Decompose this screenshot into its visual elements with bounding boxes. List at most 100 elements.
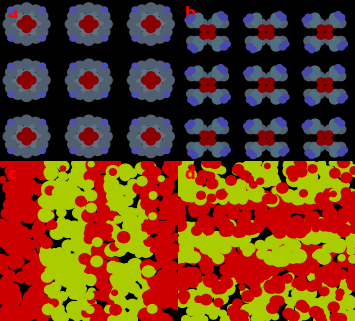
Circle shape bbox=[288, 161, 297, 169]
Circle shape bbox=[226, 275, 233, 281]
Circle shape bbox=[27, 76, 36, 84]
Circle shape bbox=[273, 247, 281, 255]
Circle shape bbox=[300, 304, 309, 312]
Circle shape bbox=[150, 291, 164, 304]
Circle shape bbox=[288, 178, 296, 185]
Circle shape bbox=[89, 20, 98, 28]
Circle shape bbox=[74, 89, 86, 99]
Circle shape bbox=[339, 195, 353, 207]
Circle shape bbox=[20, 238, 33, 249]
Circle shape bbox=[94, 164, 105, 174]
Circle shape bbox=[150, 284, 161, 294]
Circle shape bbox=[53, 309, 62, 317]
Circle shape bbox=[197, 36, 207, 46]
Circle shape bbox=[29, 298, 38, 306]
Circle shape bbox=[252, 301, 263, 311]
Circle shape bbox=[13, 275, 20, 282]
Circle shape bbox=[23, 134, 30, 139]
Circle shape bbox=[317, 298, 327, 307]
Circle shape bbox=[29, 166, 40, 175]
Circle shape bbox=[34, 297, 42, 303]
Circle shape bbox=[41, 238, 52, 248]
Circle shape bbox=[63, 251, 71, 257]
Circle shape bbox=[348, 244, 354, 250]
Circle shape bbox=[338, 97, 345, 103]
Circle shape bbox=[115, 284, 129, 297]
Circle shape bbox=[56, 162, 63, 168]
Circle shape bbox=[209, 162, 222, 174]
Circle shape bbox=[133, 183, 145, 194]
Circle shape bbox=[190, 248, 202, 259]
Circle shape bbox=[128, 283, 139, 293]
Circle shape bbox=[271, 71, 281, 80]
Circle shape bbox=[197, 19, 207, 28]
Circle shape bbox=[6, 11, 17, 21]
Circle shape bbox=[38, 209, 51, 221]
Circle shape bbox=[325, 25, 333, 32]
Circle shape bbox=[207, 194, 215, 202]
Circle shape bbox=[65, 19, 77, 29]
Circle shape bbox=[248, 185, 262, 198]
Circle shape bbox=[188, 97, 195, 103]
Circle shape bbox=[201, 258, 214, 270]
Circle shape bbox=[206, 306, 215, 315]
Circle shape bbox=[302, 70, 308, 76]
Circle shape bbox=[258, 32, 266, 39]
Circle shape bbox=[214, 282, 227, 294]
Circle shape bbox=[93, 17, 103, 26]
Circle shape bbox=[312, 305, 323, 315]
Circle shape bbox=[107, 294, 119, 305]
Circle shape bbox=[106, 213, 118, 224]
Circle shape bbox=[329, 148, 339, 157]
Circle shape bbox=[61, 173, 68, 180]
Circle shape bbox=[325, 125, 335, 134]
Circle shape bbox=[91, 256, 102, 267]
Circle shape bbox=[74, 33, 86, 43]
Circle shape bbox=[12, 145, 23, 155]
Circle shape bbox=[11, 295, 19, 302]
Circle shape bbox=[245, 176, 253, 183]
Circle shape bbox=[200, 138, 208, 145]
Circle shape bbox=[39, 210, 52, 222]
Circle shape bbox=[215, 188, 228, 199]
Circle shape bbox=[136, 134, 146, 143]
Circle shape bbox=[229, 195, 236, 202]
Circle shape bbox=[17, 133, 26, 141]
Circle shape bbox=[125, 186, 133, 193]
Circle shape bbox=[138, 203, 150, 213]
Circle shape bbox=[343, 255, 351, 262]
Circle shape bbox=[83, 91, 94, 101]
Circle shape bbox=[61, 275, 74, 287]
Circle shape bbox=[127, 75, 139, 85]
Circle shape bbox=[297, 173, 310, 184]
Circle shape bbox=[100, 268, 112, 279]
Circle shape bbox=[9, 247, 17, 254]
Circle shape bbox=[84, 16, 93, 24]
Circle shape bbox=[14, 254, 23, 262]
Circle shape bbox=[171, 298, 184, 310]
Circle shape bbox=[198, 170, 208, 179]
Circle shape bbox=[188, 252, 200, 263]
Circle shape bbox=[267, 19, 277, 28]
Circle shape bbox=[245, 273, 253, 280]
Circle shape bbox=[50, 299, 58, 307]
Circle shape bbox=[89, 76, 98, 84]
Circle shape bbox=[193, 119, 203, 128]
Circle shape bbox=[208, 305, 220, 316]
Circle shape bbox=[36, 290, 44, 298]
Circle shape bbox=[34, 220, 44, 229]
Circle shape bbox=[213, 36, 223, 46]
Circle shape bbox=[25, 180, 37, 191]
Circle shape bbox=[246, 14, 253, 21]
Circle shape bbox=[155, 243, 169, 256]
Circle shape bbox=[84, 274, 96, 285]
Circle shape bbox=[179, 182, 191, 193]
Circle shape bbox=[67, 302, 81, 315]
Circle shape bbox=[172, 296, 183, 306]
Circle shape bbox=[21, 59, 32, 69]
Circle shape bbox=[265, 215, 274, 224]
Circle shape bbox=[307, 299, 319, 310]
Circle shape bbox=[68, 27, 79, 37]
Circle shape bbox=[151, 238, 162, 248]
Circle shape bbox=[43, 213, 53, 222]
